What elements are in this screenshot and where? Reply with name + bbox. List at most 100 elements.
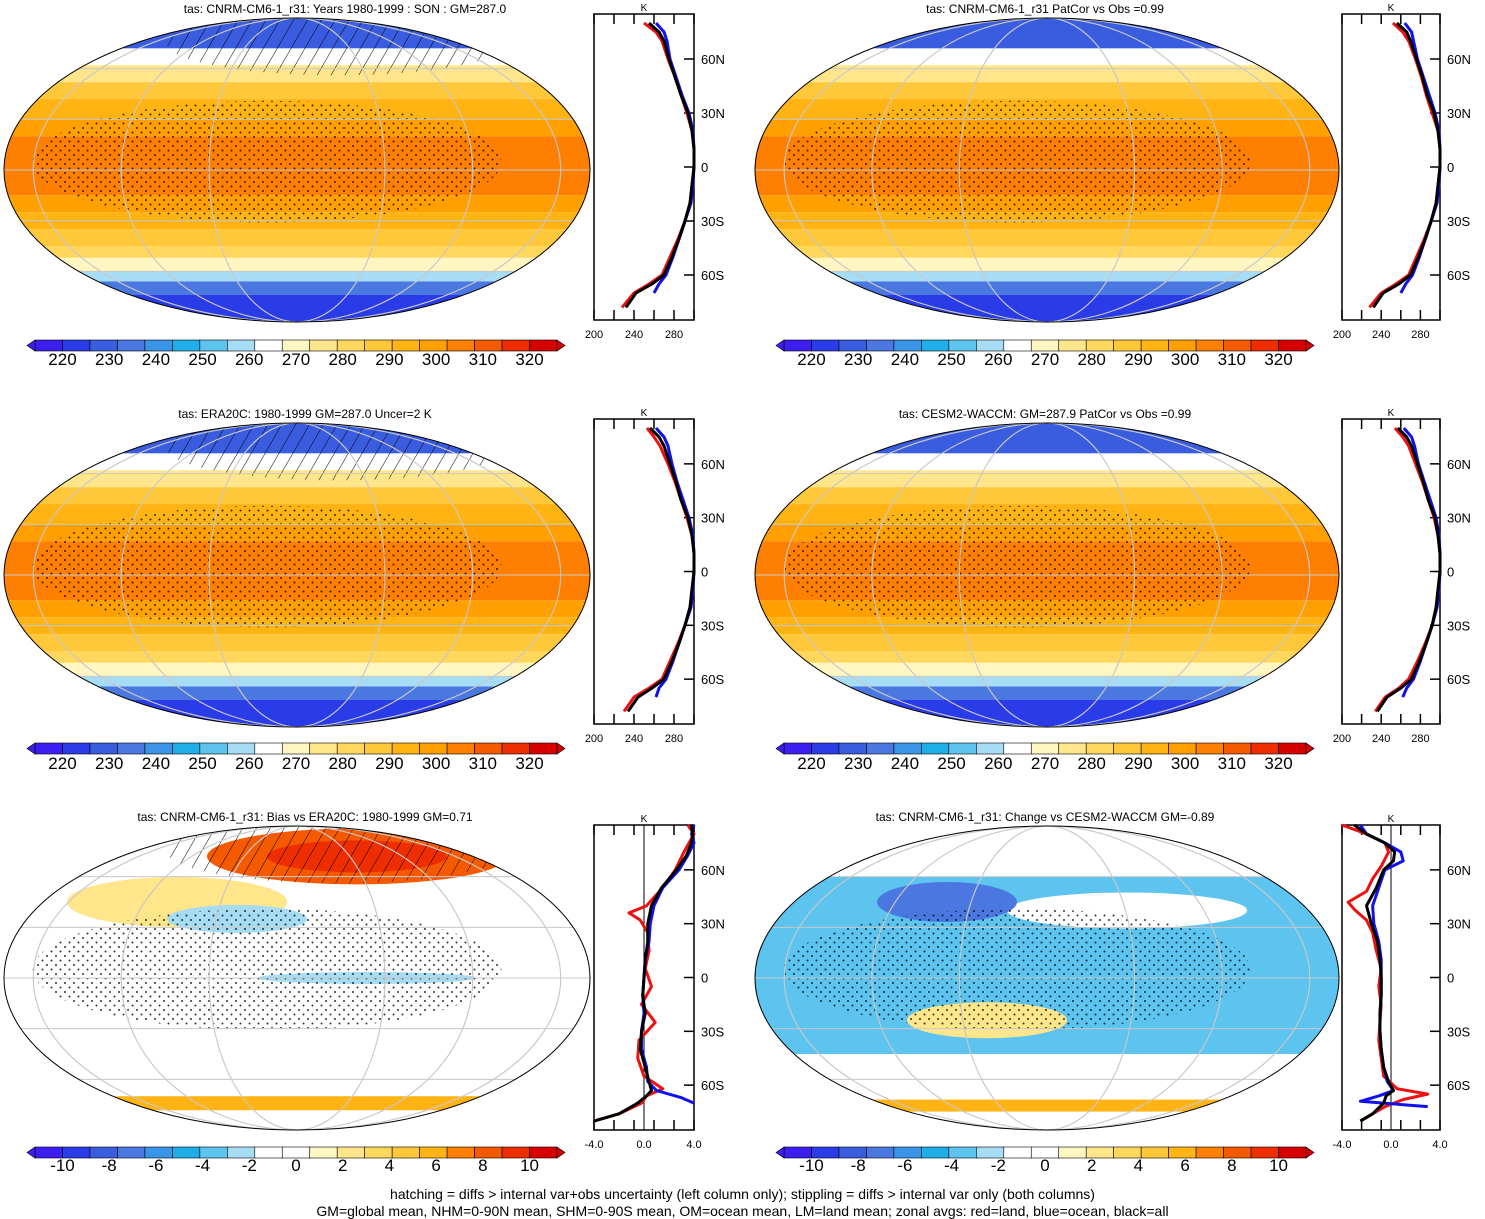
colorbar-tick-label: 220 — [797, 754, 825, 773]
colorbar-p2: 220 230 240 250 260 270 280 290 300 310 320 — [775, 339, 1315, 369]
zonal-x-tick-label: 200 — [1333, 329, 1351, 341]
zonal-lat-label: 30N — [1447, 511, 1471, 526]
colorbar-tick-label: 220 — [48, 350, 76, 369]
zonal-lat-label: 60N — [1447, 52, 1471, 67]
map-outline-p2 — [754, 17, 1340, 323]
colorbar-tick-label: 230 — [844, 350, 872, 369]
zonal-x-tick-label: 280 — [665, 329, 683, 341]
colorbar-tick-label: 8 — [478, 1156, 487, 1175]
zonal-line-all — [593, 824, 695, 1123]
zonal-plot-p2: K 200 240 280 60N 30N 0 30S 60S — [1333, 3, 1471, 341]
colorbar-swatch — [1030, 742, 1060, 755]
colorbar-p6: -10 -8 -6 -4 -2 0 2 4 6 8 10 — [775, 1146, 1315, 1175]
zonal-x-tick-label: 200 — [585, 329, 603, 341]
colorbar-swatch — [811, 742, 840, 755]
colorbar-swatch — [117, 742, 146, 755]
zonal-line-land — [1368, 21, 1442, 309]
colorbar-tick-label: 280 — [329, 350, 357, 369]
colorbar-tick-label: 320 — [515, 754, 543, 773]
colorbar-tick-label: 280 — [329, 754, 357, 773]
panel-title-p5: tas: CNRM-CM6-1_r31: Bias vs ERA20C: 198… — [137, 810, 473, 824]
colorbar-tick-label: 260 — [984, 350, 1012, 369]
colorbar-swatch — [474, 742, 503, 755]
panel-title-p6: tas: CNRM-CM6-1_r31: Change vs CESM2-WAC… — [875, 810, 1215, 824]
zonal-x-tick-label: 4.0 — [1432, 1139, 1447, 1151]
panel-p3: 220 230 240 250 260 270 280 290 300 310 320 K 200 240… — [3, 408, 725, 773]
zonal-lat-label: 30N — [701, 511, 725, 526]
colorbar-tick-label: 290 — [375, 350, 403, 369]
zonal-unit: K — [641, 3, 648, 14]
zonal-x-tick-label: -4.0 — [1333, 1139, 1352, 1151]
colorbar-swatch — [34, 742, 63, 755]
colorbar-tick-label: 8 — [1227, 1156, 1236, 1175]
colorbar-tick-label: 320 — [1264, 754, 1292, 773]
zonal-lat-label: 30N — [1447, 917, 1471, 932]
zonal-lat-label: 60S — [701, 1078, 724, 1093]
colorbar-swatch — [62, 742, 91, 755]
colorbar-swatch — [1195, 1146, 1224, 1159]
zonal-lat-label: 60S — [701, 672, 724, 687]
colorbar-tick-label: 240 — [142, 350, 170, 369]
colorbar-swatch — [446, 1146, 475, 1159]
colorbar-tick-label: -2 — [242, 1156, 257, 1175]
zonal-line-all — [1376, 426, 1442, 713]
colorbar-swatch — [1058, 1146, 1087, 1159]
zonal-x-tick-label: -4.0 — [585, 1139, 604, 1151]
map-p6 — [755, 826, 1339, 1130]
zonal-line-ocean — [1358, 824, 1428, 1109]
colorbar-swatch — [783, 742, 812, 755]
colorbar-tick-label: 280 — [1078, 754, 1106, 773]
panel-p4: 220 230 240 250 260 270 280 290 300 310 320 K 200 240… — [754, 408, 1471, 773]
colorbar-swatch — [1003, 742, 1032, 755]
colorbar-swatch — [419, 742, 448, 755]
zonal-unit: K — [1388, 408, 1395, 419]
colorbar-tick-label: 250 — [188, 754, 216, 773]
zonal-lat-label: 30S — [1447, 1024, 1470, 1039]
zonal-lat-label: 0 — [1447, 971, 1454, 986]
colorbar-tick-label: 230 — [95, 754, 123, 773]
colorbar-tick-label: 320 — [515, 350, 543, 369]
map-outline-p1 — [3, 17, 591, 323]
colorbar-swatch — [254, 742, 283, 755]
colorbar-tick-label: -8 — [851, 1156, 866, 1175]
colorbar-tick-label: -6 — [148, 1156, 163, 1175]
colorbar-tick-label: 280 — [1078, 350, 1106, 369]
panel-title-p1: tas: CNRM-CM6-1_r31: Years 1980-1999 : S… — [183, 2, 507, 16]
colorbar-swatch — [1003, 1146, 1032, 1159]
colorbar-tick-label: 290 — [375, 754, 403, 773]
colorbar-tick-label: 260 — [235, 754, 263, 773]
colorbar-swatch — [1278, 742, 1307, 755]
zonal-lat-label: 60N — [1447, 457, 1471, 472]
colorbar-swatch — [529, 742, 558, 755]
colorbar-swatch — [1223, 742, 1252, 755]
colorbar-tick-label: 240 — [891, 754, 919, 773]
colorbar-tick-label: 0 — [1040, 1156, 1049, 1175]
zonal-unit: K — [641, 814, 648, 825]
colorbar-swatch — [838, 742, 867, 755]
colorbar-tick-label: 240 — [891, 350, 919, 369]
map-outline-p3 — [3, 422, 591, 728]
zonal-plot-p5: K -4.0 0.0 4.0 60N 30N 0 30S 60S — [585, 814, 725, 1151]
colorbar-tick-label: 310 — [469, 754, 497, 773]
zonal-lat-label: 60S — [701, 268, 724, 283]
zonal-lat-label: 60S — [1447, 672, 1470, 687]
zonal-line-land — [622, 427, 696, 713]
panel-title-p4: tas: CESM2-WACCM: GM=287.9 PatCor vs Obs… — [898, 407, 1192, 421]
zonal-x-tick-label: 280 — [665, 733, 683, 745]
colorbar-tick-label: -4 — [195, 1156, 210, 1175]
colorbar-swatch — [364, 742, 393, 755]
colorbar-tick-label: 240 — [142, 754, 170, 773]
colorbar-tick-label: 4 — [1134, 1156, 1143, 1175]
zonal-lat-label: 30S — [701, 214, 724, 229]
map-outline-p4 — [754, 422, 1340, 728]
colorbar-tick-label: 270 — [1031, 754, 1059, 773]
zonal-line-land — [1374, 426, 1442, 713]
colorbar-tick-label: 2 — [338, 1156, 347, 1175]
zonal-lat-label: 60N — [1447, 863, 1471, 878]
panel-title-p3: tas: ERA20C: 1980-1999 GM=287.0 Uncer=2 … — [178, 407, 432, 421]
colorbar-tick-label: 300 — [1171, 754, 1199, 773]
colorbar-swatch — [1058, 742, 1087, 755]
zonal-plot-p4: K 200 240 280 60N 30N 0 30S 60S — [1333, 408, 1471, 745]
zonal-lat-label: 30S — [701, 1024, 724, 1039]
